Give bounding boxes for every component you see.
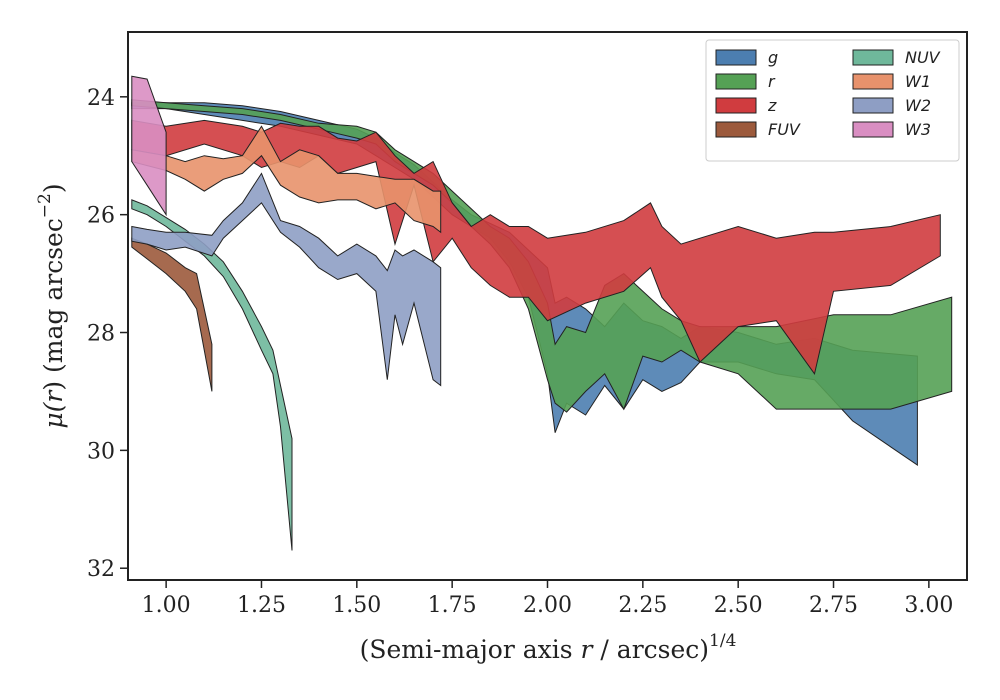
legend-label-g: g (768, 48, 778, 67)
y-tick-label: 24 (87, 86, 115, 111)
legend-label-fuv: FUV (768, 120, 801, 139)
legend-swatch-w3 (852, 121, 894, 138)
series-band-fuv (131, 237, 213, 392)
legend-label-nuv: NUV (905, 48, 941, 67)
x-tick-label: 1.00 (142, 593, 191, 618)
legend-swatch-g (715, 49, 757, 66)
legend-label-w3: W3 (905, 120, 931, 139)
y-tick-label: 26 (87, 204, 115, 229)
x-tick-label: 1.50 (332, 593, 381, 618)
legend-swatch-nuv (852, 49, 894, 66)
x-tick-label: 3.00 (904, 593, 953, 618)
x-tick-label: 2.50 (714, 593, 763, 618)
x-tick-label: 2.25 (618, 593, 667, 618)
legend-swatch-fuv (715, 121, 757, 138)
series-band-z (131, 119, 941, 375)
series-band-w2 (131, 172, 442, 387)
x-axis: 1.00 1.25 1.50 1.75 2.00 2.25 2.50 2.75 3.00 (142, 580, 953, 618)
legend-swatch-z (715, 97, 757, 114)
x-tick-label: 2.00 (523, 593, 572, 618)
legend-swatch-w2 (852, 97, 894, 114)
legend-label-w1: W1 (905, 72, 931, 91)
legend-label-w2: W2 (905, 96, 931, 115)
y-axis: 24 26 28 30 32 (87, 86, 128, 582)
x-tick-label: 2.75 (809, 593, 858, 618)
y-axis-title: μ(r) (mag arcsec−2) (35, 183, 68, 428)
legend-swatch-w1 (852, 73, 894, 90)
legend-label-r: r (768, 72, 776, 91)
series-band-w1 (131, 125, 442, 234)
y-tick-label: 32 (87, 557, 115, 582)
y-tick-label: 30 (87, 439, 115, 464)
legend-swatch-r (715, 73, 757, 90)
x-tick-label: 1.25 (237, 593, 286, 618)
legend: grz FUV NUV W1 W2 W3 (705, 39, 960, 162)
y-tick-label: 28 (87, 322, 115, 347)
legend-label-z: z (767, 96, 777, 115)
series-layer (131, 75, 953, 551)
x-tick-label: 1.75 (428, 593, 477, 618)
x-axis-title: (Semi-major axis r / arcsec)1/4 (360, 631, 737, 664)
legend-box (705, 39, 960, 162)
series-band-w3 (131, 75, 167, 217)
